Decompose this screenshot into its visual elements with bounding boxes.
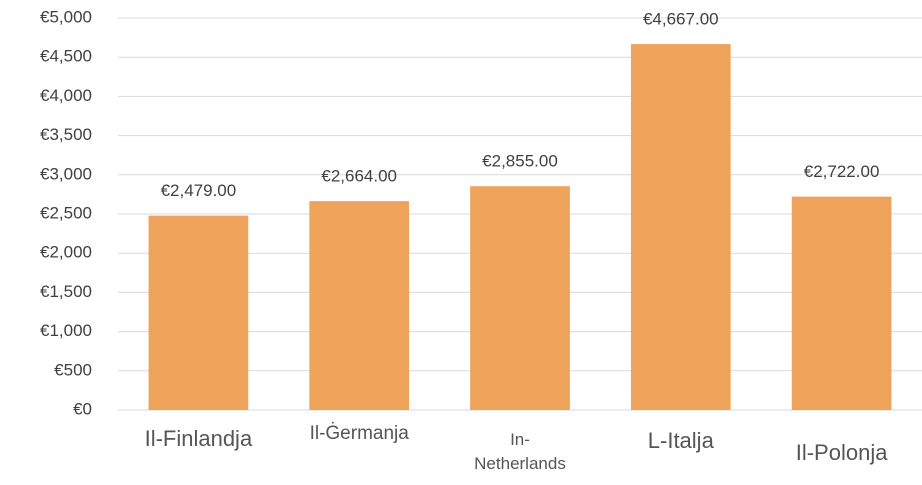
y-tick-label: €1,500 <box>40 282 92 301</box>
y-tick-label: €5,000 <box>40 7 92 26</box>
x-tick-label: In-Netherlands <box>474 430 566 473</box>
x-tick-label: L-Italja <box>647 428 714 453</box>
y-tick-label: €0 <box>73 399 92 418</box>
y-tick-label: €500 <box>54 360 92 379</box>
bar <box>630 44 731 410</box>
x-tick-label: Il-Polonja <box>795 440 888 465</box>
data-label: €2,722.00 <box>804 162 880 181</box>
bar <box>470 186 570 410</box>
bar <box>148 215 249 410</box>
y-tick-label: €4,500 <box>40 47 92 66</box>
x-tick-label: Il-Finlandja <box>144 426 253 451</box>
y-tick-label: €2,000 <box>40 243 92 262</box>
data-label: €2,479.00 <box>161 181 237 200</box>
y-tick-label: €1,000 <box>40 321 92 340</box>
y-tick-label: €3,000 <box>40 164 92 183</box>
data-label: €2,855.00 <box>482 152 558 171</box>
data-label: €2,664.00 <box>321 167 397 186</box>
bar <box>309 201 410 410</box>
x-tick-label: Il-Ġermanja <box>309 423 409 444</box>
y-tick-label: €4,000 <box>40 86 92 105</box>
y-tick-label: €3,500 <box>40 125 92 144</box>
y-tick-label: €2,500 <box>40 203 92 222</box>
data-label: €4,667.00 <box>643 10 719 29</box>
bar <box>791 196 892 410</box>
